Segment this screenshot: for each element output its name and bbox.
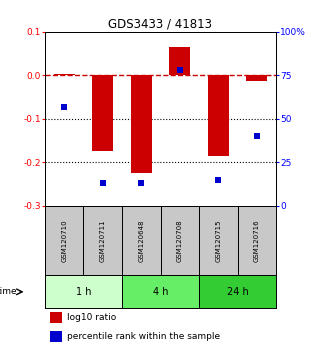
Bar [238, 206, 276, 275]
Bar [199, 275, 276, 308]
Title: GDS3433 / 41813: GDS3433 / 41813 [108, 18, 213, 31]
Bar [92, 75, 113, 152]
Text: time: time [0, 287, 17, 296]
Bar [169, 47, 190, 75]
Bar [160, 206, 199, 275]
Point [177, 67, 182, 73]
Point [139, 181, 144, 186]
Bar [246, 75, 267, 81]
Bar [199, 206, 238, 275]
Text: percentile rank within the sample: percentile rank within the sample [67, 332, 220, 341]
Point [62, 104, 67, 109]
Bar [122, 275, 199, 308]
Point [100, 181, 105, 186]
Text: GSM120715: GSM120715 [215, 219, 221, 262]
Bar [122, 206, 160, 275]
Text: log10 ratio: log10 ratio [67, 313, 116, 322]
Text: GSM120710: GSM120710 [61, 219, 67, 262]
Bar [45, 206, 83, 275]
Text: GSM120708: GSM120708 [177, 219, 183, 262]
Bar [83, 206, 122, 275]
Point [254, 133, 259, 139]
Bar [49, 312, 62, 323]
Text: GSM120648: GSM120648 [138, 219, 144, 262]
Point [216, 177, 221, 183]
Text: 24 h: 24 h [227, 287, 248, 297]
Bar [49, 331, 62, 342]
Text: 1 h: 1 h [76, 287, 91, 297]
Bar [45, 275, 122, 308]
Text: GSM120716: GSM120716 [254, 219, 260, 262]
Text: 4 h: 4 h [153, 287, 168, 297]
Bar [54, 74, 75, 75]
Bar [131, 75, 152, 173]
Text: GSM120711: GSM120711 [100, 219, 106, 262]
Bar [208, 75, 229, 156]
